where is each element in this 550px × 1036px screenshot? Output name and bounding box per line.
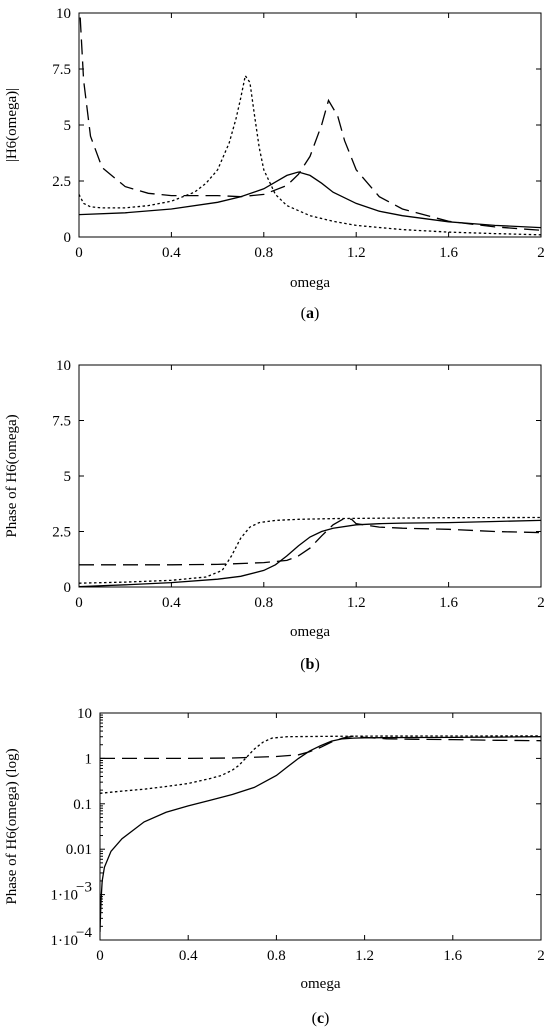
x-tick-label: 1.2: [355, 948, 374, 964]
y-tick-label: 10: [56, 358, 71, 374]
panel-caption: (a): [301, 305, 320, 322]
x-axis-label: omega: [301, 976, 341, 992]
chart-panel-b: 0 0.4 0.8 1.2 1.6 2 0 2.5 5 7.5 10 omega Phase of H6…: [4, 358, 545, 673]
y-tick-label: 0: [64, 580, 72, 596]
y-tick-label: 10: [56, 6, 71, 22]
y-tick-label: 7.5: [52, 414, 71, 430]
series-line-dashed: [79, 17, 541, 231]
x-tick-label: 0.4: [162, 595, 181, 611]
plot-frame: [99, 712, 542, 941]
y-tick-label: 0.01: [66, 842, 92, 858]
series-line-dotted: [79, 516, 541, 584]
y-tick-label: 5: [64, 118, 72, 134]
x-tick-label: 2: [537, 948, 545, 964]
x-tick-label: 2: [537, 595, 545, 611]
y-tick-label: 1: [85, 751, 93, 767]
x-tick-label: 1.2: [347, 595, 366, 611]
x-tick-label: 0: [75, 595, 83, 611]
x-tick-label: 1.6: [439, 245, 458, 261]
x-tick-label: 0.8: [254, 245, 273, 261]
series-line-dotted: [100, 735, 541, 794]
y-tick-exponent: −3: [76, 880, 92, 896]
y-axis-label: Phase of H6(omega) (log): [4, 748, 20, 904]
plot-area: [100, 735, 541, 933]
y-tick-label: 2.5: [52, 174, 71, 190]
y-tick-label: 2.5: [52, 525, 71, 541]
x-tick-label: 0: [75, 245, 83, 261]
x-axis-label: omega: [290, 275, 330, 291]
chart-panel-c: 0 0.4 0.8 1.2 1.6 21010.10.011·10−31·10−4omeg…: [4, 706, 545, 1027]
x-tick-label: 0.4: [162, 245, 181, 261]
series-line-dashed: [79, 517, 541, 566]
x-tick-label: 0.8: [254, 595, 273, 611]
panel-caption: (b): [300, 656, 320, 673]
y-axis-label: |H6(omega)|: [4, 88, 20, 162]
plot-frame: [78, 364, 542, 588]
x-tick-label: 2: [537, 245, 545, 261]
y-tick-label: 10: [77, 706, 92, 722]
panel-caption: (c): [312, 1010, 330, 1027]
x-tick-label: 0: [96, 948, 104, 964]
y-axis-label: Phase of H6(omega): [4, 414, 20, 537]
series-line-dotted: [79, 74, 541, 236]
x-tick-label: 0.4: [179, 948, 198, 964]
x-tick-label: 1.2: [347, 245, 366, 261]
plot-area: [79, 17, 541, 236]
y-tick-label: 1·10: [51, 888, 79, 904]
chart-panel-a: 0 0.4 0.8 1.2 1.6 2 0 2.5 5 7.5 10 omega |H6(omega)|…: [4, 6, 545, 322]
series-line-solid: [79, 171, 541, 229]
plot-area: [79, 516, 541, 587]
series-line-solid: [79, 519, 541, 587]
series-line-dashed: [100, 735, 541, 760]
x-tick-label: 0.8: [267, 948, 286, 964]
series-line-solid: [100, 736, 541, 933]
x-tick-label: 1.6: [443, 948, 462, 964]
y-tick-label: 1·10: [51, 933, 79, 949]
x-tick-label: 1.6: [439, 595, 458, 611]
y-tick-label: 0.1: [73, 797, 92, 813]
y-tick-exponent: −4: [76, 925, 92, 941]
y-tick-label: 0: [64, 230, 72, 246]
x-axis-label: omega: [290, 624, 330, 640]
y-tick-label: 7.5: [52, 62, 71, 78]
y-tick-label: 5: [64, 469, 72, 485]
plot-frame: [78, 12, 542, 238]
